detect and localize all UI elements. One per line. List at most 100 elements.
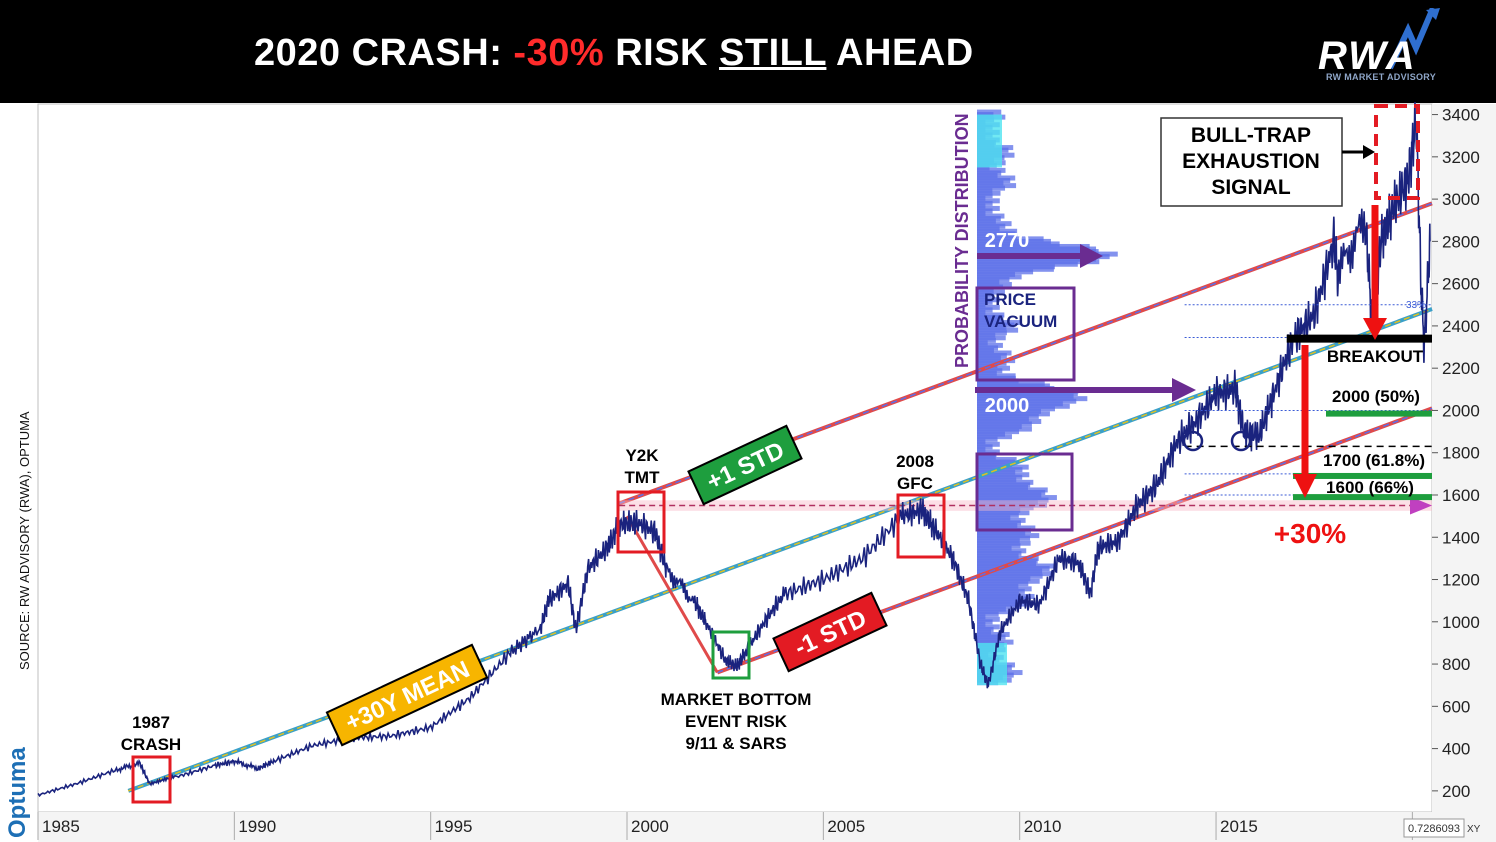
red-arrow-2-head bbox=[1293, 474, 1317, 498]
minus1std-tag-bg bbox=[772, 591, 888, 673]
distribution-bar bbox=[977, 401, 1063, 407]
distribution-bar bbox=[977, 266, 1054, 272]
distribution-bar bbox=[977, 337, 996, 343]
distribution-bar bbox=[977, 185, 1006, 191]
distribution-bar bbox=[977, 525, 1036, 531]
distribution-bar bbox=[977, 530, 1026, 536]
vacuum-box bbox=[975, 286, 1076, 382]
distribution-bar bbox=[977, 596, 1028, 602]
distribution-bar bbox=[977, 487, 1048, 493]
distribution-bar bbox=[977, 507, 1021, 513]
vacuum-label-line1: PRICE bbox=[984, 290, 1036, 309]
distribution-bar bbox=[977, 500, 1038, 506]
distribution-bar bbox=[977, 520, 1021, 526]
x-tick-label: 2015 bbox=[1220, 817, 1258, 836]
distribution-bar bbox=[977, 365, 1011, 371]
y-tick-label: 200 bbox=[1442, 782, 1470, 801]
distribution-bar bbox=[977, 109, 1002, 115]
distribution-bar bbox=[977, 172, 998, 178]
distribution-bar bbox=[977, 203, 986, 209]
distribution-bar bbox=[977, 591, 1019, 597]
distribution-bar bbox=[977, 614, 986, 620]
green-1600-bar bbox=[1293, 494, 1432, 501]
distribution-bar bbox=[977, 167, 1006, 173]
distribution-bar bbox=[977, 479, 1034, 485]
distribution-bar bbox=[977, 515, 1011, 521]
xy-label: XY bbox=[1467, 824, 1481, 835]
y-tick-label: 2000 bbox=[1442, 401, 1480, 420]
distribution-bar bbox=[977, 211, 986, 217]
y-tick-label: 400 bbox=[1442, 740, 1470, 759]
distribution-bar bbox=[977, 360, 1007, 366]
decline-line bbox=[625, 515, 719, 674]
level-2000-label: 2000 bbox=[985, 395, 1030, 417]
prob-dist-label: PROBABILITY DISTRIBUTION bbox=[952, 113, 972, 368]
x-tick-label: 1995 bbox=[435, 817, 473, 836]
distribution-bar bbox=[977, 403, 1070, 409]
bull-trap-line1: BULL-TRAP bbox=[1191, 124, 1311, 147]
distribution-bar bbox=[977, 474, 1023, 480]
y2k-label-line1: Y2K bbox=[625, 446, 659, 465]
distribution-bar bbox=[977, 616, 1000, 622]
distribution-bar bbox=[977, 279, 1000, 285]
distribution-bar bbox=[977, 418, 1042, 424]
distribution-bar bbox=[977, 226, 1000, 232]
breakout-label: BREAKOUT bbox=[1327, 347, 1424, 366]
plus1std-tag-bg bbox=[687, 424, 803, 506]
distribution-bar bbox=[977, 424, 1022, 430]
green-1700-bar bbox=[1293, 472, 1432, 479]
y-tick-label: 1000 bbox=[1442, 613, 1480, 632]
support-arrowhead bbox=[1410, 496, 1432, 515]
distribution-bar bbox=[977, 233, 1018, 239]
y-tick-label: 3200 bbox=[1442, 148, 1480, 167]
distribution-bar bbox=[977, 282, 1012, 288]
distribution-bar bbox=[977, 221, 1012, 227]
distribution-bar bbox=[977, 398, 1077, 404]
plus30-label: +30% bbox=[1274, 518, 1346, 549]
price-series-line bbox=[37, 101, 1431, 798]
distribution-bar bbox=[977, 563, 1055, 569]
distribution-bar bbox=[977, 261, 1078, 267]
distribution-bar bbox=[977, 264, 1055, 270]
gfc-label-line1: 2008 bbox=[896, 452, 934, 471]
distribution-bar bbox=[977, 604, 1020, 610]
distribution-bar bbox=[977, 517, 1026, 523]
distribution-bar bbox=[977, 178, 1011, 184]
readout-value: 0.7286093 bbox=[1408, 823, 1460, 835]
distribution-bar bbox=[977, 175, 1016, 181]
distribution-bar bbox=[977, 223, 1006, 229]
distribution-bar bbox=[977, 601, 1032, 607]
distribution-bar bbox=[977, 241, 1060, 247]
support-band bbox=[619, 500, 1432, 511]
distribution-bar bbox=[977, 522, 1018, 528]
distribution-bar bbox=[977, 497, 1049, 503]
lower-std-line-dash bbox=[717, 407, 1433, 674]
distribution-bar bbox=[977, 459, 1015, 465]
distribution-bar bbox=[977, 482, 1031, 488]
distribution-bar bbox=[977, 307, 993, 313]
page-title: 2020 CRASH: -30% RISK STILL AHEAD bbox=[254, 32, 974, 74]
distribution-bar bbox=[977, 243, 1090, 249]
bull-trap-line3: SIGNAL bbox=[1211, 176, 1291, 199]
distribution-bar bbox=[977, 426, 1032, 432]
distribution-bar bbox=[977, 350, 1012, 356]
distribution-bar bbox=[977, 446, 986, 452]
distribution-bar bbox=[977, 421, 1032, 427]
arrow-2770-head bbox=[1080, 244, 1103, 268]
bottom-circle-1 bbox=[1230, 430, 1252, 452]
distribution-bar bbox=[977, 550, 1022, 556]
x-tick-label: 1985 bbox=[42, 817, 80, 836]
crash-1987-box bbox=[131, 755, 172, 804]
distribution-bar bbox=[977, 543, 1021, 549]
distribution-bar bbox=[977, 320, 1020, 326]
distribution-bar bbox=[977, 208, 993, 214]
distribution-bar bbox=[977, 441, 1000, 447]
distribution-bar bbox=[977, 246, 1097, 252]
distribution-bar bbox=[977, 292, 994, 298]
distribution-bar bbox=[977, 588, 1025, 594]
y-tick-label: 2400 bbox=[1442, 317, 1480, 336]
distribution-bar bbox=[977, 637, 1000, 643]
distribution-bar bbox=[977, 416, 1029, 422]
y-tick-label: 800 bbox=[1442, 655, 1470, 674]
distribution-bar bbox=[977, 213, 1005, 219]
